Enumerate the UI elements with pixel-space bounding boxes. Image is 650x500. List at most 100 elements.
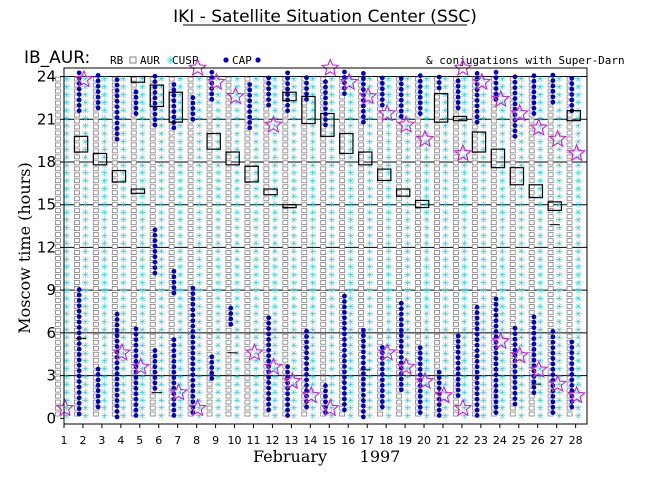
cusp-marker: ✳ bbox=[195, 177, 203, 187]
cusp-marker: ✳ bbox=[574, 200, 582, 210]
aur-marker bbox=[415, 202, 421, 208]
cusp-marker: ✳ bbox=[328, 396, 336, 406]
cusp-marker: ✳ bbox=[195, 326, 203, 336]
cusp-marker: ✳ bbox=[555, 279, 563, 289]
cusp-marker: ✳ bbox=[574, 279, 582, 289]
cap-marker bbox=[512, 85, 518, 91]
cusp-marker: ✳ bbox=[233, 287, 241, 297]
cusp-marker: ✳ bbox=[63, 169, 71, 179]
cusp-marker: ✳ bbox=[366, 114, 374, 124]
aur-marker bbox=[149, 214, 156, 220]
aur-marker bbox=[206, 250, 213, 255]
aur-marker bbox=[471, 178, 478, 184]
cusp-marker: ✳ bbox=[157, 208, 165, 218]
aur-marker bbox=[434, 172, 440, 178]
aur-marker bbox=[92, 244, 99, 249]
cusp-marker: ✳ bbox=[385, 114, 393, 124]
aur-marker bbox=[320, 202, 327, 208]
aur-marker bbox=[263, 238, 270, 243]
aur-marker bbox=[547, 124, 554, 130]
aur-marker bbox=[92, 112, 99, 118]
cap-marker bbox=[531, 346, 537, 352]
aur-marker bbox=[452, 292, 459, 297]
cusp-marker: ✳ bbox=[101, 114, 109, 124]
aur-marker bbox=[111, 148, 118, 154]
aur-marker bbox=[244, 190, 251, 196]
cusp-marker: ✳ bbox=[366, 341, 374, 351]
cusp-marker: ✳ bbox=[290, 169, 298, 179]
cusp-marker: ✳ bbox=[290, 138, 298, 148]
aur-marker bbox=[377, 321, 383, 327]
cusp-marker: ✳ bbox=[82, 341, 90, 351]
cusp-marker: ✳ bbox=[252, 255, 260, 265]
cusp-marker: ✳ bbox=[233, 279, 241, 289]
cap-marker bbox=[95, 83, 101, 89]
cusp-marker: ✳ bbox=[499, 255, 507, 265]
aur-marker bbox=[282, 345, 289, 351]
aur-marker bbox=[358, 208, 365, 214]
cusp-marker: ✳ bbox=[138, 224, 146, 234]
aur-marker bbox=[73, 202, 80, 208]
cusp-marker: ✳ bbox=[536, 404, 544, 414]
aur-marker bbox=[225, 274, 232, 279]
cusp-marker: ✳ bbox=[309, 412, 317, 422]
aur-marker bbox=[396, 256, 402, 261]
aur-marker bbox=[55, 333, 61, 339]
cap-segment-50 bbox=[550, 329, 556, 416]
cap-marker bbox=[190, 296, 196, 302]
cusp-marker: ✳ bbox=[328, 107, 336, 117]
aur-marker bbox=[396, 405, 402, 411]
cusp-marker: ✳ bbox=[195, 263, 203, 273]
cusp-marker: ✳ bbox=[176, 193, 184, 203]
aur-marker bbox=[111, 202, 118, 208]
cap-marker bbox=[285, 108, 291, 114]
cusp-marker: ✳ bbox=[157, 75, 165, 85]
cusp-marker: ✳ bbox=[82, 326, 90, 336]
cusp-marker: ✳ bbox=[63, 326, 71, 336]
aur-marker bbox=[547, 184, 554, 190]
cusp-marker: ✳ bbox=[461, 232, 469, 242]
cap-marker bbox=[190, 383, 196, 388]
aur-marker bbox=[566, 244, 573, 249]
cap-marker bbox=[304, 404, 309, 410]
cap-marker bbox=[152, 227, 158, 233]
cusp-marker: ✳ bbox=[423, 146, 431, 156]
cap-marker bbox=[474, 380, 480, 386]
cusp-marker: ✳ bbox=[214, 357, 222, 367]
cusp-marker: ✳ bbox=[82, 146, 90, 156]
cusp-marker: ✳ bbox=[442, 334, 450, 344]
cap-marker bbox=[512, 347, 518, 353]
aur-marker bbox=[339, 250, 346, 255]
cusp-marker: ✳ bbox=[555, 310, 563, 320]
aur-marker bbox=[92, 232, 99, 238]
aur-marker bbox=[509, 214, 516, 220]
cap-marker bbox=[190, 106, 196, 111]
aur-marker bbox=[434, 303, 440, 309]
cap-marker bbox=[493, 86, 499, 91]
cusp-marker: ✳ bbox=[214, 341, 222, 351]
aur-marker bbox=[490, 136, 497, 142]
aur-marker bbox=[225, 369, 232, 375]
cusp-marker: ✳ bbox=[176, 271, 184, 281]
cusp-marker: ✳ bbox=[536, 224, 544, 234]
cusp-marker: ✳ bbox=[347, 193, 355, 203]
cusp-marker: ✳ bbox=[517, 294, 525, 304]
cusp-marker: ✳ bbox=[480, 83, 488, 93]
aur-marker bbox=[339, 178, 346, 184]
aur-marker bbox=[301, 166, 308, 172]
aur-marker bbox=[263, 411, 270, 417]
aur-marker bbox=[149, 208, 156, 214]
cusp-marker: ✳ bbox=[574, 216, 582, 226]
cap-marker bbox=[455, 371, 461, 377]
aur-marker bbox=[509, 303, 516, 309]
aur-marker bbox=[452, 327, 459, 333]
cusp-marker: ✳ bbox=[120, 216, 128, 226]
cusp-marker: ✳ bbox=[290, 240, 298, 250]
cusp-marker: ✳ bbox=[176, 122, 184, 132]
cap-marker bbox=[474, 348, 480, 353]
cusp-marker: ✳ bbox=[214, 224, 222, 234]
cap-marker bbox=[266, 401, 272, 407]
aur-marker bbox=[320, 262, 327, 267]
cusp-marker: ✳ bbox=[536, 208, 544, 218]
aur-marker bbox=[187, 136, 194, 142]
